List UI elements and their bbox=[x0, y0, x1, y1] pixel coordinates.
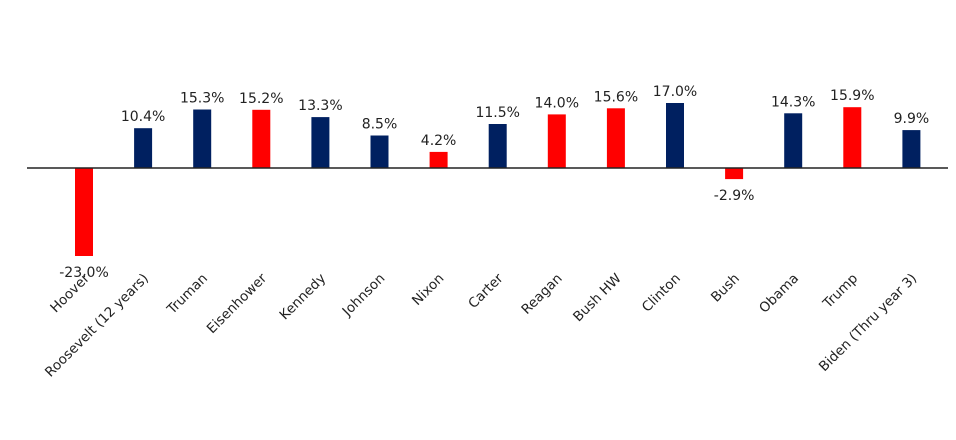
value-label-bush: -2.9% bbox=[714, 188, 755, 204]
bar-bush-hw bbox=[606, 108, 625, 168]
bar-nixon bbox=[429, 151, 448, 168]
value-label-nixon: 4.2% bbox=[421, 133, 457, 149]
bar-obama bbox=[784, 113, 803, 168]
value-label-kennedy: 13.3% bbox=[298, 98, 342, 114]
category-label-eisenhower: Eisenhower bbox=[204, 270, 271, 337]
category-label-clinton: Clinton bbox=[639, 271, 684, 316]
bar-biden-thru-year-3 bbox=[902, 130, 921, 168]
category-label-trump: Trump bbox=[819, 271, 861, 313]
value-label-truman: 15.3% bbox=[180, 91, 224, 107]
bar-eisenhower bbox=[252, 109, 271, 168]
bar-roosevelt-12-years bbox=[134, 128, 153, 168]
value-label-johnson: 8.5% bbox=[362, 117, 398, 133]
category-label-kennedy: Kennedy bbox=[277, 271, 330, 324]
value-labels-layer: -23.0% 10.4% 15.3% 15.2% 13.3% 8.5% 4.2% 11.5% 1… bbox=[59, 84, 929, 281]
value-label-reagan: 14.0% bbox=[535, 95, 579, 111]
category-label-reagan: Reagan bbox=[518, 271, 565, 318]
value-label-clinton: 17.0% bbox=[653, 84, 697, 100]
value-label-obama: 14.3% bbox=[771, 94, 815, 110]
bar-kennedy bbox=[311, 117, 330, 168]
value-label-trump: 15.9% bbox=[830, 88, 874, 104]
value-label-roosevelt-12-years: 10.4% bbox=[121, 109, 165, 125]
bar-reagan bbox=[547, 114, 566, 168]
bar-truman bbox=[193, 109, 212, 168]
bar-bush bbox=[725, 168, 744, 180]
bar-clinton bbox=[666, 103, 684, 168]
value-label-carter: 11.5% bbox=[475, 105, 519, 121]
category-label-carter: Carter bbox=[465, 270, 507, 312]
bar-hoover bbox=[75, 168, 93, 256]
category-label-truman: Truman bbox=[163, 271, 211, 319]
bar-johnson bbox=[370, 135, 389, 168]
category-label-bush-hw: Bush HW bbox=[570, 271, 625, 326]
category-label-obama: Obama bbox=[756, 271, 802, 317]
category-label-johnson: Johnson bbox=[339, 271, 389, 321]
value-label-bush-hw: 15.6% bbox=[594, 89, 638, 105]
bar-carter bbox=[488, 124, 507, 168]
value-label-eisenhower: 15.2% bbox=[239, 91, 283, 107]
category-label-bush: Bush bbox=[708, 271, 743, 306]
category-label-roosevelt-12-years: Roosevelt (12 years) bbox=[42, 271, 152, 381]
category-label-biden-thru-year-3: Biden (Thru year 3) bbox=[816, 271, 920, 375]
bars-layer bbox=[75, 103, 921, 256]
value-label-biden-thru-year-3: 9.9% bbox=[894, 111, 930, 127]
value-label-hoover: -23.0% bbox=[59, 265, 109, 281]
category-label-nixon: Nixon bbox=[409, 271, 447, 309]
bar-trump bbox=[843, 107, 862, 168]
